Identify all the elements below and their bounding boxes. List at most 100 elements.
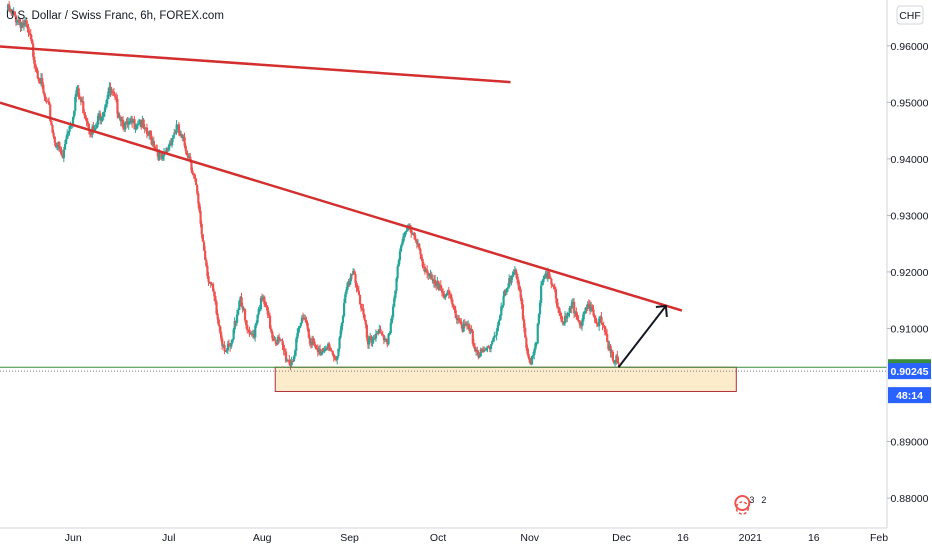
candle-body bbox=[423, 266, 427, 273]
candle-body bbox=[273, 339, 276, 341]
candle-body bbox=[558, 307, 561, 314]
candle-body bbox=[507, 287, 510, 289]
candle-body bbox=[561, 321, 564, 324]
candle-body bbox=[565, 316, 568, 319]
candle-body bbox=[361, 308, 364, 310]
candle-body bbox=[197, 193, 200, 204]
candle-body bbox=[304, 318, 307, 320]
candle-body bbox=[333, 357, 337, 360]
candle-body bbox=[212, 283, 215, 292]
time-axis-ticks: Jun Jul Aug Sep Oct Nov Dec 16 2021 16 Feb bbox=[65, 532, 888, 544]
price-tick-label: 0.96000 bbox=[891, 41, 929, 53]
candle-body bbox=[209, 281, 212, 284]
candle-body bbox=[110, 91, 113, 93]
candle-body bbox=[604, 332, 608, 335]
candle-body bbox=[247, 329, 250, 331]
candle-body bbox=[434, 279, 437, 285]
events-badge-icon[interactable] bbox=[734, 495, 751, 511]
candle-body bbox=[27, 27, 30, 34]
candle-body bbox=[305, 319, 308, 323]
candle-body bbox=[182, 137, 185, 139]
candle-body bbox=[526, 347, 529, 354]
candle-body bbox=[587, 303, 591, 305]
price-tick-label: 0.89000 bbox=[891, 437, 929, 449]
candle-body bbox=[196, 185, 199, 194]
candle-body bbox=[569, 307, 572, 309]
time-tick-label: Nov bbox=[520, 532, 539, 544]
currency-button-box[interactable] bbox=[896, 5, 924, 25]
time-tick-label: 2021 bbox=[739, 532, 763, 544]
candle-body bbox=[190, 161, 193, 171]
candle-body bbox=[555, 298, 559, 307]
candle-body bbox=[178, 133, 182, 136]
candle-body bbox=[218, 325, 222, 332]
currency-button-label[interactable]: CHF bbox=[899, 10, 921, 22]
candle-body bbox=[312, 338, 315, 342]
currency-button[interactable]: CHF bbox=[896, 5, 924, 25]
candle-body bbox=[418, 243, 421, 249]
candle-body bbox=[549, 276, 552, 279]
candle-body bbox=[563, 316, 567, 324]
candle-body bbox=[384, 338, 387, 340]
candle-body bbox=[279, 339, 282, 341]
candle-body bbox=[522, 319, 526, 328]
candle-body bbox=[410, 229, 413, 234]
candle-body bbox=[210, 283, 214, 285]
candle-body bbox=[255, 322, 258, 326]
candle-body bbox=[595, 323, 599, 325]
candle-body bbox=[127, 122, 130, 125]
candle-body bbox=[101, 116, 104, 118]
candle-body bbox=[61, 155, 64, 159]
candle-body bbox=[8, 4, 11, 12]
candle-body bbox=[75, 90, 78, 97]
candle-body bbox=[606, 334, 609, 342]
candle-body bbox=[16, 21, 19, 23]
candle-body bbox=[296, 333, 299, 339]
candle-body bbox=[128, 120, 132, 123]
candle-body bbox=[337, 348, 340, 357]
candle-body bbox=[98, 113, 101, 116]
candle-body bbox=[403, 234, 406, 237]
candle-body bbox=[171, 138, 174, 146]
candle-body bbox=[186, 155, 190, 158]
candle-body bbox=[583, 311, 586, 315]
candle-body bbox=[559, 313, 562, 316]
candle-body bbox=[428, 274, 431, 276]
candle-body bbox=[268, 315, 272, 329]
candle-body bbox=[189, 156, 192, 162]
candle-body bbox=[445, 293, 448, 296]
candle-body bbox=[593, 315, 596, 318]
candle-body bbox=[52, 132, 55, 137]
time-tick-label: 16 bbox=[808, 532, 820, 544]
line-layer bbox=[0, 45, 887, 372]
candle-body bbox=[586, 303, 589, 310]
candle-body bbox=[43, 92, 46, 97]
candle-body bbox=[508, 278, 511, 288]
candle-body bbox=[568, 307, 571, 313]
candle-body bbox=[158, 151, 161, 160]
candle-body bbox=[221, 338, 224, 346]
candle-body bbox=[55, 146, 59, 148]
price-tick-label: 0.94000 bbox=[891, 154, 929, 166]
candle-body bbox=[577, 320, 580, 323]
candle-body bbox=[300, 317, 304, 323]
candle-body bbox=[297, 328, 300, 334]
candle-body bbox=[444, 295, 447, 298]
candle-body bbox=[214, 296, 217, 302]
candle-body bbox=[500, 306, 503, 316]
candle-body bbox=[601, 323, 604, 325]
candle-body bbox=[415, 241, 419, 244]
chart-title: U.S. Dollar / Swiss Franc, 6h, FOREX.com bbox=[6, 10, 224, 22]
candle-body bbox=[362, 308, 365, 315]
candle-body bbox=[116, 98, 119, 114]
candle-body bbox=[386, 339, 389, 345]
candle-body bbox=[251, 333, 255, 335]
candle-body bbox=[271, 331, 274, 339]
candle-body bbox=[436, 281, 439, 287]
candle-body bbox=[83, 113, 86, 115]
candle-body bbox=[414, 239, 417, 242]
candle-body bbox=[437, 281, 440, 290]
candle-body bbox=[24, 20, 27, 23]
